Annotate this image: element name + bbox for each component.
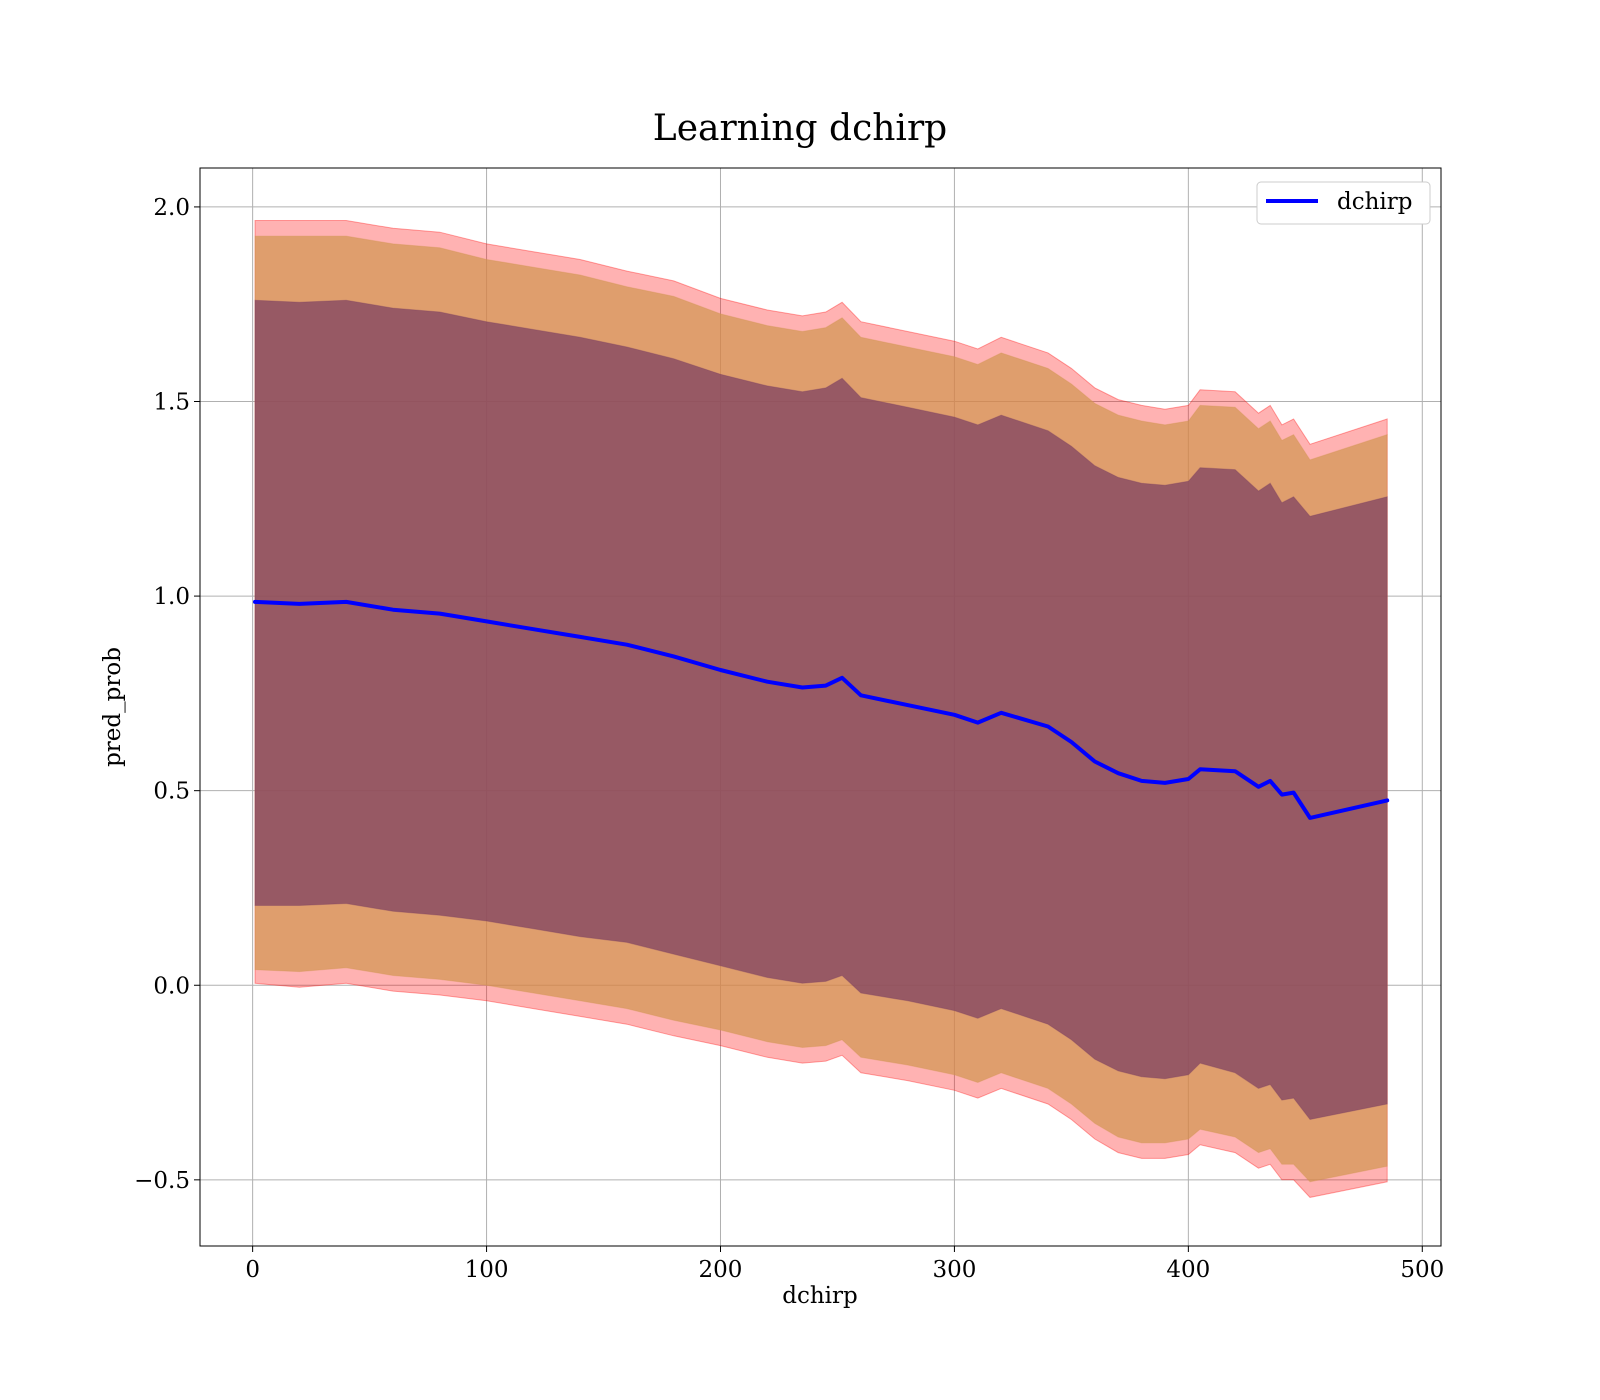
x-tick-label: 500 (1400, 1257, 1444, 1283)
series-line-dchirp (253, 599, 1390, 820)
y-tick-label: 1.5 (153, 390, 190, 416)
x-tick-label: 300 (932, 1257, 976, 1283)
tick-layer: 0 100 200 300 400 500 −0.5 0.0 0.5 1.0 1.5 2.0 (134, 195, 1444, 1283)
y-tick-label: 0.5 (153, 779, 190, 805)
x-tick-label: 0 (245, 1257, 260, 1283)
x-tick-label: 200 (699, 1257, 743, 1283)
plot-frame (199, 167, 1442, 1247)
confidence-band-inner (254, 299, 1388, 1121)
legend: dchirp (1256, 181, 1431, 225)
legend-label-dchirp: dchirp (1337, 189, 1413, 215)
y-axis-label: pred_prob (100, 647, 126, 767)
legend-box (1256, 181, 1431, 225)
x-tick-label: 400 (1166, 1257, 1210, 1283)
y-tick-label: 1.0 (153, 584, 190, 610)
y-tick-label: 2.0 (153, 195, 190, 221)
chart-title: Learning dchirp (653, 108, 947, 149)
line-layer (253, 599, 1390, 820)
x-tick-label: 100 (465, 1257, 509, 1283)
band-layer (254, 220, 1388, 1198)
x-axis-label: dchirp (782, 1283, 858, 1309)
y-tick-label: −0.5 (134, 1168, 190, 1194)
y-tick-label: 0.0 (153, 973, 190, 999)
